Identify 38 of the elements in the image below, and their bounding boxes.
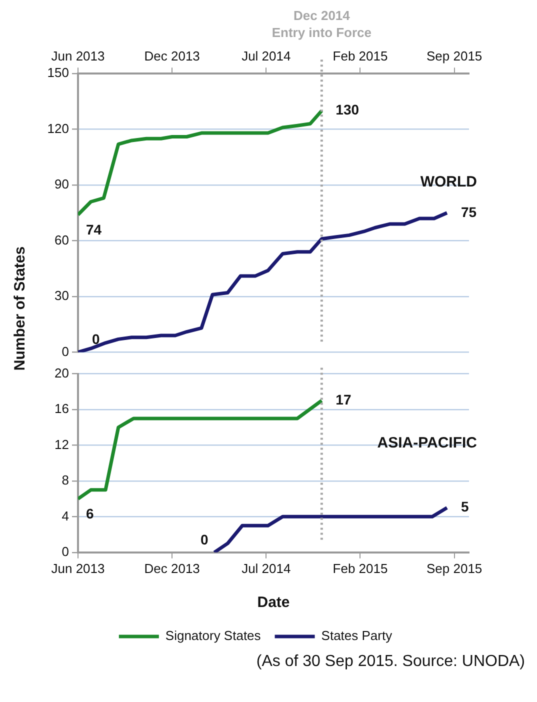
x-tick-label: Jun 2013	[51, 48, 105, 64]
annotation: 75	[460, 204, 477, 220]
x-tick-label: Dec 2013	[144, 48, 200, 64]
y-tick-label: 0	[62, 544, 69, 559]
annotation: 5	[460, 498, 469, 515]
x-tick-label: Jul 2014	[242, 560, 291, 576]
ref-line-label: Dec 2014 Entry into Force	[272, 8, 372, 40]
y-tick-label: 4	[62, 508, 69, 524]
x-tick-label: Jul 2014	[242, 48, 291, 64]
y-tick-label: 8	[62, 472, 69, 488]
annotation: WORLD	[420, 173, 478, 190]
annotation: 0	[92, 331, 100, 348]
x-tick-label: Sep 2015	[426, 560, 482, 576]
y-tick-label: 30	[54, 288, 69, 304]
y-tick-label: 16	[54, 401, 69, 416]
y-tick-label: 150	[47, 65, 69, 80]
legend-label: Signatory States	[165, 628, 262, 644]
y-tick-label: 20	[54, 365, 69, 380]
legend-label: States Party	[321, 628, 393, 644]
y-tick-label: 0	[62, 344, 69, 359]
annotation: 74	[86, 222, 102, 238]
y-axis-title: Number of States	[12, 246, 29, 370]
text: (As of 30 Sep 2015. Source: UNODA)	[255, 653, 526, 671]
annotation: 17	[336, 391, 352, 408]
annotation: ASIA-PACIFIC	[377, 434, 478, 452]
annotation: 0	[200, 531, 208, 548]
y-tick-label: 12	[54, 436, 69, 452]
x-tick-label: Feb 2015	[332, 48, 388, 64]
annotation: 6	[86, 506, 94, 522]
y-tick-label: 60	[54, 232, 69, 248]
x-axis-title: Date	[257, 594, 290, 612]
x-tick-label: Feb 2015	[332, 560, 388, 576]
y-tick-label: 90	[54, 176, 69, 192]
x-tick-label: Jun 2013	[51, 560, 105, 576]
x-tick-label: Dec 2013	[144, 560, 200, 576]
y-tick-label: 120	[47, 120, 69, 136]
x-tick-label: Sep 2015	[426, 48, 482, 64]
annotation: 130	[336, 102, 360, 118]
